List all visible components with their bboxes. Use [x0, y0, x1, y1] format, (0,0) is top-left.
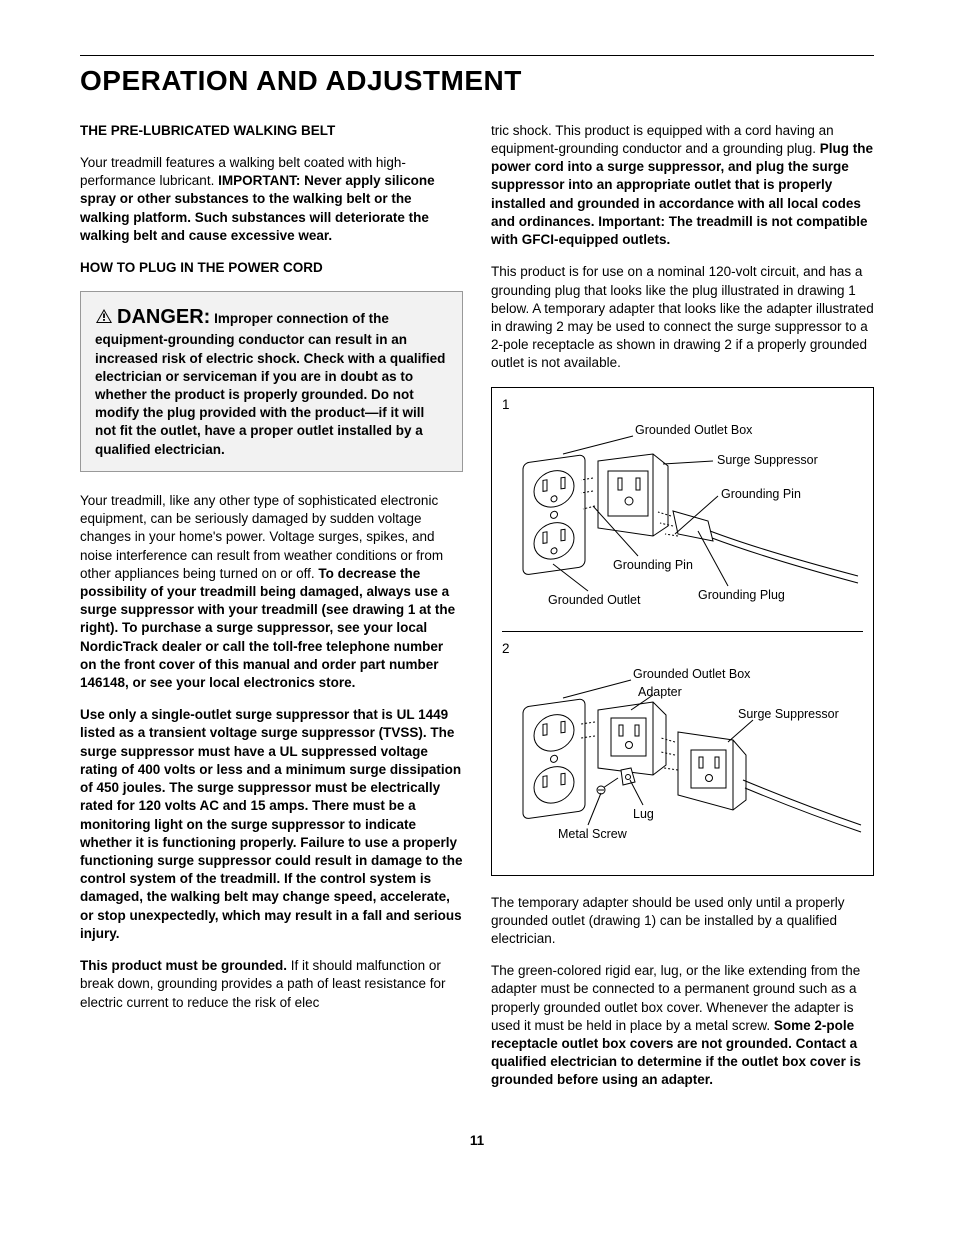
diagram-box: 1 [491, 387, 874, 876]
page-title: OPERATION AND ADJUSTMENT [80, 62, 874, 100]
danger-body: Improper connection of the equipment-gro… [95, 311, 445, 456]
label2-metal-screw: Metal Screw [558, 827, 628, 841]
danger-box: DANGER: Improper connection of the equip… [80, 291, 463, 472]
grounding-paragraph: This product must be grounded. If it sho… [80, 957, 463, 1012]
diagram-2-number: 2 [502, 640, 863, 658]
grounding-bold: This product must be grounded. [80, 958, 287, 973]
left-column: THE PRE-LUBRICATED WALKING BELT Your tre… [80, 122, 463, 1104]
diagram-2-svg: Grounded Outlet Box Adapter Surge Suppre… [502, 660, 863, 860]
cord-text-1: tric shock. This product is equipped wit… [491, 123, 834, 156]
label2-surge-suppressor: Surge Suppressor [738, 707, 839, 721]
label-grounding-plug: Grounding Plug [698, 588, 785, 602]
surge-text-bold: To decrease the possibility of your trea… [80, 566, 455, 690]
label2-adapter: Adapter [638, 685, 682, 699]
label-grounding-pin-1: Grounding Pin [721, 487, 801, 501]
diagram-2: 2 [502, 631, 863, 860]
belt-paragraph: Your treadmill features a walking belt c… [80, 154, 463, 245]
adapter-paragraph-1: The temporary adapter should be used onl… [491, 894, 874, 949]
content-columns: THE PRE-LUBRICATED WALKING BELT Your tre… [80, 122, 874, 1104]
diagram-1-svg: Grounded Outlet Box Surge Suppressor Gro… [502, 416, 863, 621]
warning-icon [95, 308, 113, 329]
danger-title: DANGER: [117, 306, 210, 328]
right-column: tric shock. This product is equipped wit… [491, 122, 874, 1104]
label2-lug: Lug [633, 807, 654, 821]
section-head-power: HOW TO PLUG IN THE POWER CORD [80, 259, 463, 277]
page-number: 11 [80, 1132, 874, 1150]
surge-paragraph: Your treadmill, like any other type of s… [80, 492, 463, 692]
page-rule [80, 55, 874, 56]
diagram-1: 1 [502, 396, 863, 621]
label2-grounded-outlet-box: Grounded Outlet Box [633, 667, 751, 681]
label-grounded-outlet-box: Grounded Outlet Box [635, 423, 753, 437]
label-surge-suppressor: Surge Suppressor [717, 453, 818, 467]
adapter-paragraph-2: The green-colored rigid ear, lug, or the… [491, 962, 874, 1090]
circuit-paragraph: This product is for use on a nominal 120… [491, 263, 874, 372]
label-grounded-outlet: Grounded Outlet [548, 593, 641, 607]
surge-spec-paragraph: Use only a single-outlet surge suppresso… [80, 706, 463, 943]
cord-paragraph: tric shock. This product is equipped wit… [491, 122, 874, 250]
section-head-belt: THE PRE-LUBRICATED WALKING BELT [80, 122, 463, 140]
cord-text-bold: Plug the power cord into a surge suppres… [491, 141, 873, 247]
label-grounding-pin-2: Grounding Pin [613, 558, 693, 572]
diagram-1-number: 1 [502, 396, 863, 414]
